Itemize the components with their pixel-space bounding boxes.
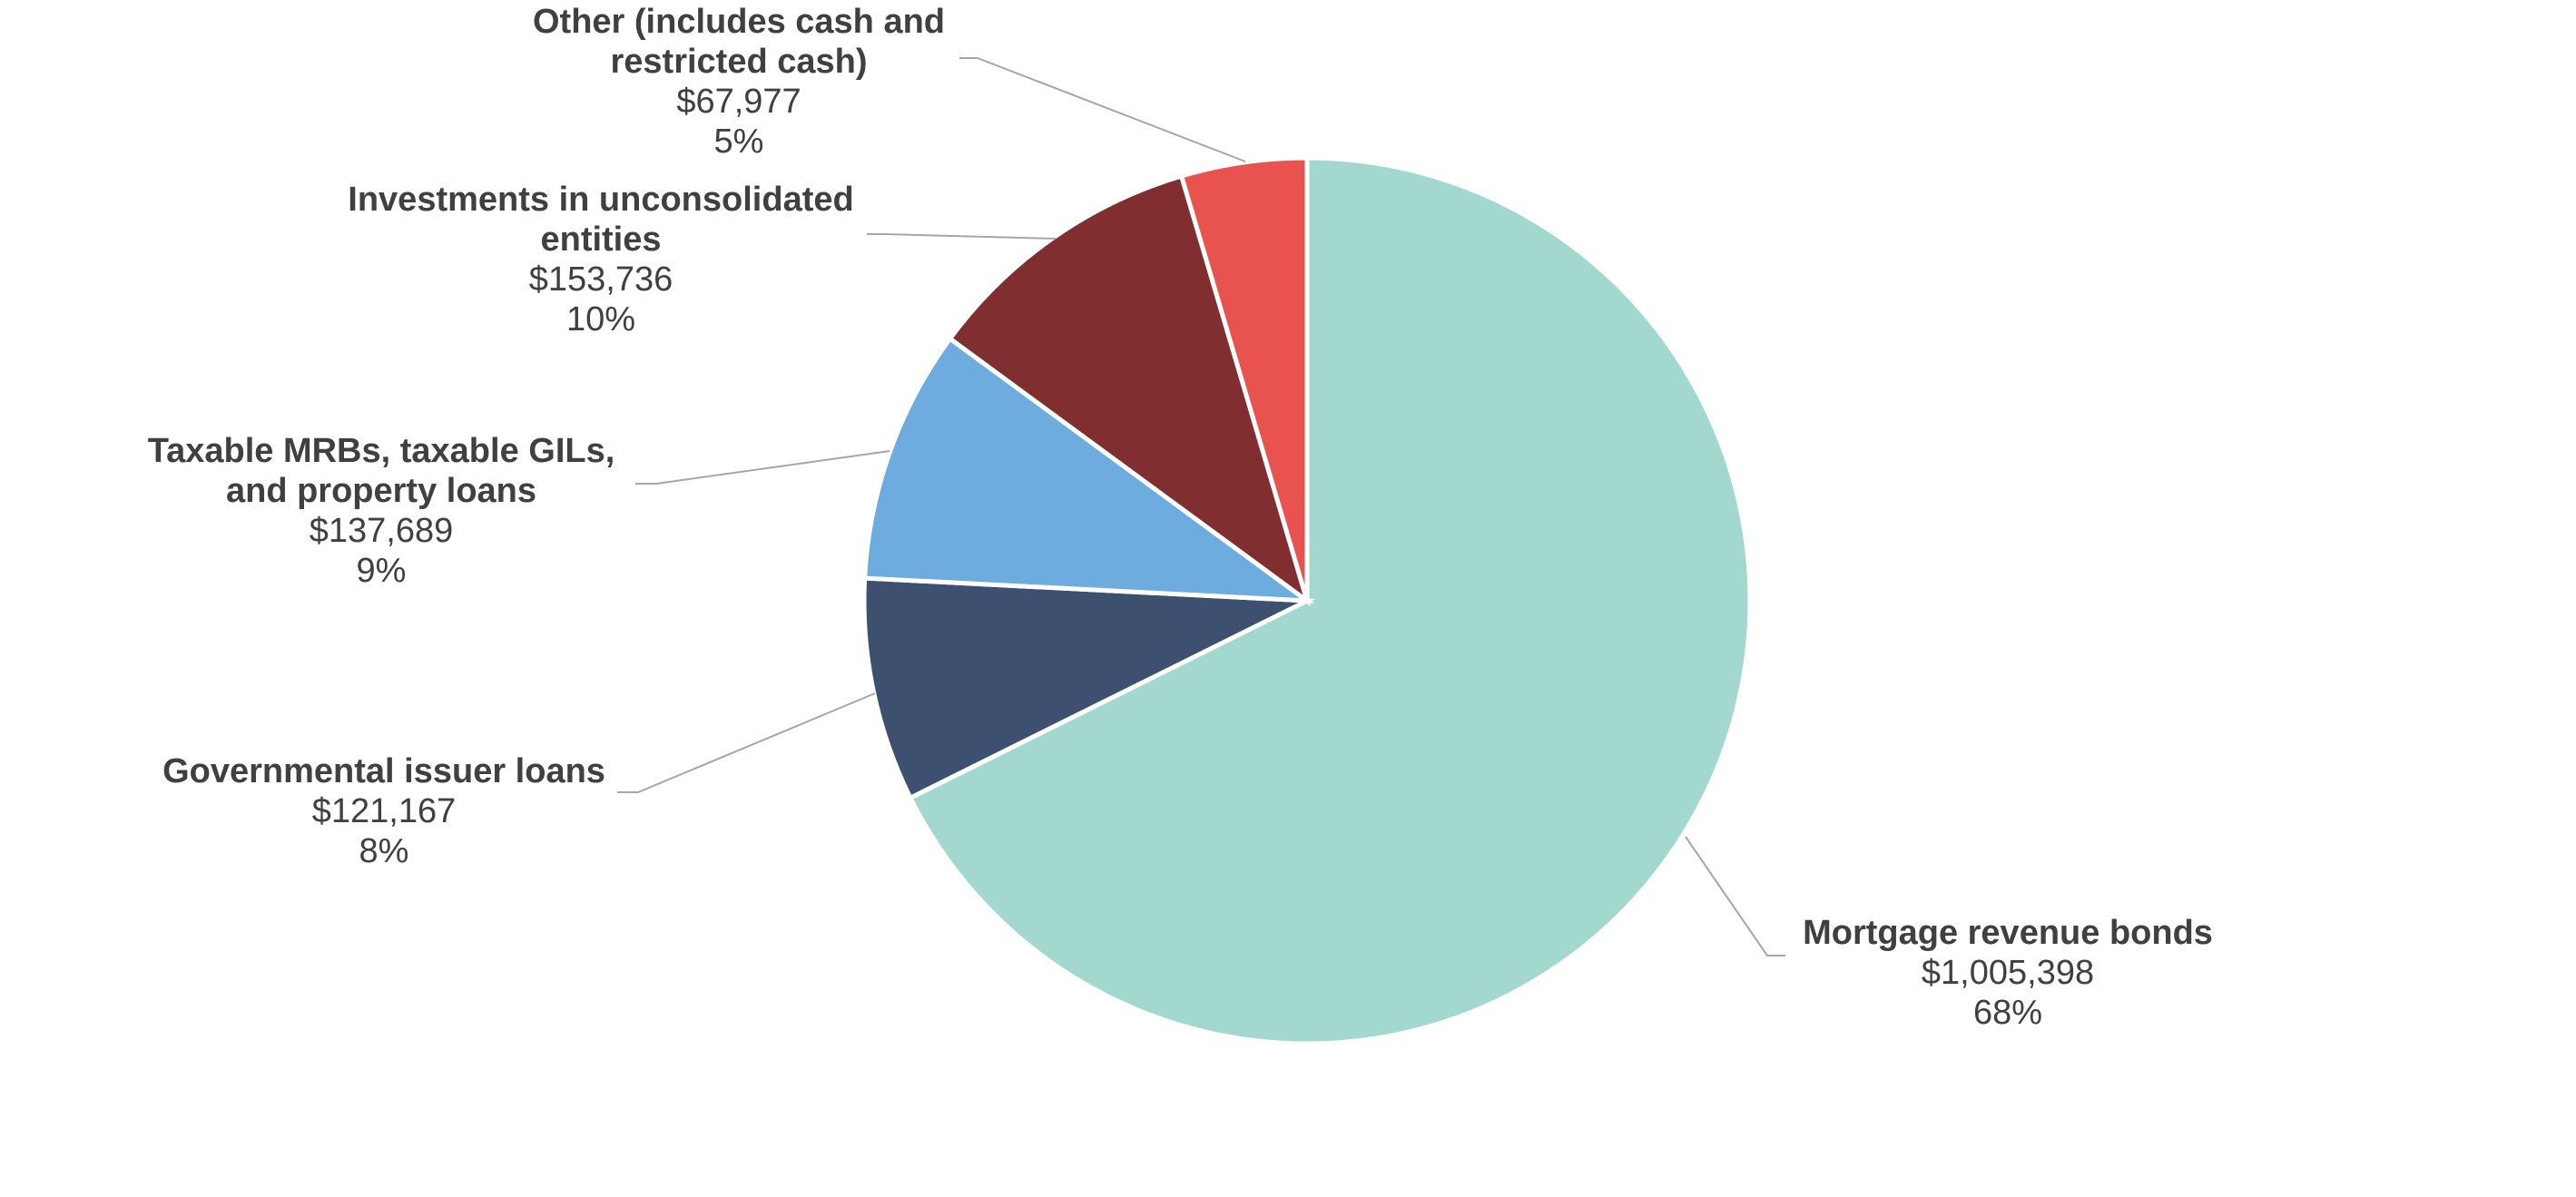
slice-value-label: $1,005,398 <box>1922 954 2094 992</box>
slice-name-label: entities <box>540 221 661 259</box>
pie-slice <box>862 335 1315 603</box>
leader-line <box>959 57 1246 162</box>
slice-value-label: $121,167 <box>312 792 457 830</box>
leader-line <box>635 450 890 485</box>
slice-value-label: $67,977 <box>676 83 801 121</box>
slice-name-label: Mortgage revenue bonds <box>1803 914 2213 952</box>
leader-lines <box>617 57 1785 957</box>
pie-slices <box>861 155 1753 1046</box>
slice-percent-label: 10% <box>566 300 635 338</box>
leader-line <box>617 692 876 793</box>
slice-percent-label: 5% <box>714 123 764 161</box>
leader-line <box>1685 836 1785 957</box>
slice-name-label: Taxable MRBs, taxable GILs, <box>148 432 615 470</box>
pie-slice <box>907 155 1753 1046</box>
slice-name-label: Governmental issuer loans <box>162 752 605 790</box>
slice-value-label: $153,736 <box>529 260 673 299</box>
pie-slice <box>1178 155 1310 602</box>
slice-percent-label: 9% <box>357 552 407 590</box>
slice-percent-label: 8% <box>359 832 409 870</box>
slice-name-label: and property loans <box>226 472 536 510</box>
leader-line <box>867 233 1057 240</box>
slice-value-label: $137,689 <box>310 512 454 550</box>
pie-slice <box>861 575 1316 801</box>
slice-name-label: restricted cash) <box>610 43 867 81</box>
slice-name-label: Other (includes cash and <box>533 3 945 41</box>
slice-name-label: Investments in unconsolidated <box>348 181 853 219</box>
slice-percent-label: 68% <box>1973 994 2042 1032</box>
